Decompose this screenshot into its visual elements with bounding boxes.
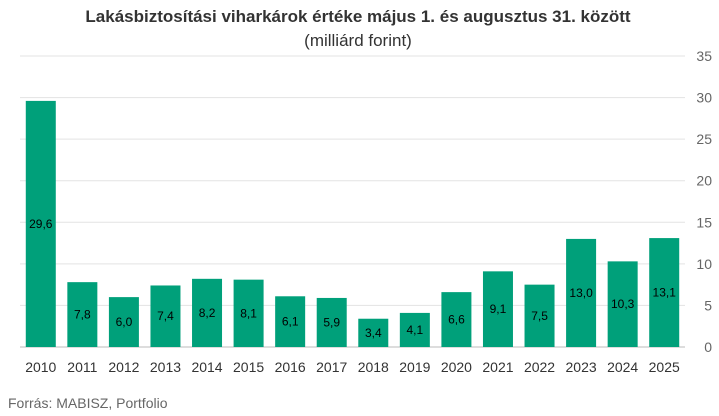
bar xyxy=(108,297,139,347)
y-tick-label: 0 xyxy=(704,339,712,355)
y-tick-label: 30 xyxy=(696,90,712,106)
bar xyxy=(649,238,680,347)
chart-subtitle: (milliárd forint) xyxy=(304,31,412,50)
y-tick-label: 15 xyxy=(696,214,712,230)
y-tick-label: 5 xyxy=(704,297,712,313)
data-label: 6,6 xyxy=(448,313,465,327)
x-tick-label: 2017 xyxy=(316,359,347,375)
data-label: 8,1 xyxy=(240,306,257,320)
bar xyxy=(607,261,638,347)
x-axis-ticks: 2010 2011 2012 2013 2014 2015 2016 2017 2018 2019… xyxy=(25,359,680,375)
y-tick-label: 25 xyxy=(696,131,712,147)
x-tick-label: 2014 xyxy=(191,359,222,375)
x-tick-label: 2013 xyxy=(150,359,181,375)
y-tick-label: 35 xyxy=(696,48,712,64)
x-tick-label: 2019 xyxy=(399,359,430,375)
x-tick-label: 2024 xyxy=(607,359,638,375)
bars xyxy=(25,100,680,347)
x-tick-label: 2011 xyxy=(67,359,97,375)
x-tick-label: 2022 xyxy=(524,359,555,375)
x-tick-label: 2012 xyxy=(108,359,139,375)
data-label: 13,1 xyxy=(653,286,677,300)
bar xyxy=(233,279,264,347)
x-tick-label: 2018 xyxy=(358,359,389,375)
bar xyxy=(192,278,223,347)
data-label: 4,1 xyxy=(407,323,424,337)
chart-title: Lakásbiztosítási viharkárok értéke május… xyxy=(85,7,631,26)
data-label: 13,0 xyxy=(569,286,593,300)
bar xyxy=(316,297,347,347)
x-tick-label: 2023 xyxy=(566,359,597,375)
bar xyxy=(25,100,56,347)
x-tick-label: 2020 xyxy=(441,359,472,375)
x-tick-label: 2015 xyxy=(233,359,264,375)
source-note: Forrás: MABISZ, Portfolio xyxy=(8,395,168,411)
data-label: 9,1 xyxy=(490,302,507,316)
data-label: 8,2 xyxy=(199,306,216,320)
bar xyxy=(524,284,555,347)
data-label: 10,3 xyxy=(611,297,635,311)
data-label: 3,4 xyxy=(365,326,382,340)
data-label: 7,5 xyxy=(531,309,548,323)
bar xyxy=(399,312,430,347)
bar xyxy=(482,271,513,347)
data-label: 6,1 xyxy=(282,315,299,329)
bar xyxy=(150,285,181,347)
x-tick-label: 2010 xyxy=(25,359,56,375)
bar xyxy=(566,238,597,347)
data-label: 7,4 xyxy=(157,309,174,323)
bar xyxy=(275,296,306,347)
x-tick-label: 2021 xyxy=(482,359,513,375)
y-axis-ticks: 0 5 10 15 20 25 30 35 xyxy=(696,48,712,355)
x-tick-label: 2025 xyxy=(649,359,680,375)
bar xyxy=(358,318,389,347)
data-label: 5,9 xyxy=(323,315,340,329)
data-label: 7,8 xyxy=(74,308,91,322)
data-label: 29,6 xyxy=(29,217,53,231)
data-labels: 29,6 7,8 6,0 7,4 8,2 8,1 6,1 5,9 3,4 4,1 6,6 9,1 7,5… xyxy=(29,217,676,340)
data-label: 6,0 xyxy=(116,315,133,329)
x-tick-label: 2016 xyxy=(275,359,306,375)
bar xyxy=(441,292,472,347)
bar xyxy=(67,282,98,347)
y-tick-label: 20 xyxy=(696,173,712,189)
y-tick-label: 10 xyxy=(696,256,712,272)
